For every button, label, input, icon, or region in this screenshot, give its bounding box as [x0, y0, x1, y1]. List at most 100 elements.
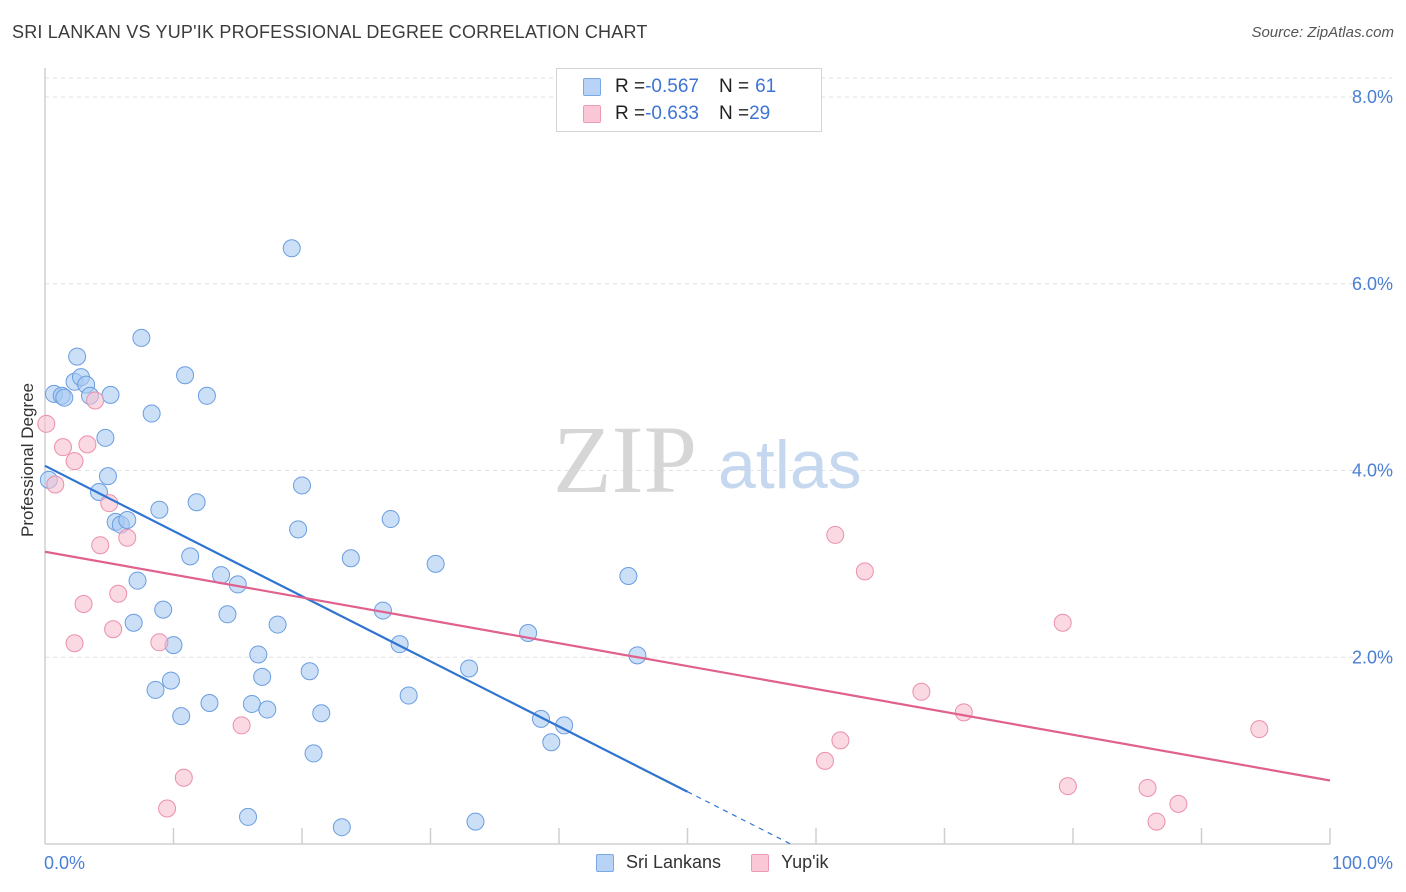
data-point [390, 635, 409, 654]
y-tick-label: 2.0% [1352, 647, 1393, 667]
data-point [101, 385, 120, 404]
trend-lines [44, 464, 1331, 845]
data-point [200, 694, 219, 713]
data-point [78, 435, 97, 454]
data-point [912, 682, 931, 701]
data-point [466, 812, 485, 831]
trend-line [44, 550, 1331, 782]
data-point [300, 662, 319, 681]
data-point [118, 528, 137, 547]
data-point [831, 731, 850, 750]
data-point [161, 671, 180, 690]
data-point [268, 615, 287, 634]
data-point [532, 709, 551, 728]
data-point [104, 620, 123, 639]
data-point [91, 536, 110, 555]
data-point [154, 600, 173, 619]
legend-n-label: N = [718, 103, 750, 124]
legend-n-value: 61 [755, 76, 777, 97]
legend-swatch-yupik [751, 853, 770, 872]
y-tick-label: 4.0% [1352, 461, 1393, 481]
grid-lines [45, 77, 1392, 658]
y-tick-labels: 2.0% 4.0% 6.0% 8.0% [1352, 87, 1393, 667]
data-point [1250, 720, 1269, 739]
data-point [815, 751, 834, 770]
data-point [232, 716, 251, 735]
trend-line-extension [687, 791, 791, 845]
data-point [293, 476, 311, 495]
legend-label-sri-lankans: Sri Lankans [626, 852, 722, 872]
trend-line [44, 464, 688, 793]
data-point [312, 704, 331, 723]
legend-r-value: -0.633 [645, 103, 699, 124]
data-point [65, 452, 84, 471]
data-point [55, 388, 74, 407]
data-point [197, 386, 216, 405]
data-point [1147, 812, 1166, 831]
data-point [146, 680, 165, 699]
data-point [289, 520, 308, 539]
watermark-atlas: atlas [718, 427, 862, 503]
x-tick-label-max: 100.0% [1332, 853, 1393, 873]
legend-item-sri-lankans[interactable]: Sri Lankans [596, 852, 721, 873]
data-point [172, 707, 191, 726]
legend-label-yupik: Yup'ik [781, 852, 829, 872]
y-tick-label: 8.0% [1352, 87, 1393, 107]
data-point [1053, 613, 1072, 632]
data-point [1169, 794, 1188, 813]
data-point [249, 645, 268, 664]
legend-row-yupik: R = -0.633 N = 29 [583, 102, 770, 126]
legend-swatch-sri-lankans [596, 853, 614, 872]
data-point [187, 493, 206, 512]
data-point [150, 633, 169, 652]
legend-n-label: N = [718, 76, 750, 97]
data-point [460, 659, 479, 678]
legend-swatch-sri-lankans [583, 78, 601, 96]
data-point [218, 605, 237, 624]
data-point [242, 694, 261, 713]
data-point [96, 428, 115, 447]
data-point [954, 703, 973, 722]
data-point [855, 562, 874, 581]
legend-item-yupik[interactable]: Yup'ik [751, 852, 829, 873]
data-point [37, 414, 56, 433]
data-point [53, 438, 72, 457]
data-point [304, 744, 323, 763]
data-point [399, 686, 418, 705]
axes [44, 68, 1331, 845]
data-point [109, 584, 128, 603]
series-sri-lankans-points [39, 239, 647, 837]
watermark-zip: ZIP [553, 406, 697, 513]
stats-legend: R = -0.567 N = 61 R = -0.633 N = 29 [556, 68, 822, 132]
legend-r-label: R = [615, 103, 646, 124]
x-tick-labels: 0.0% 100.0% [44, 853, 1393, 873]
data-point [74, 595, 93, 614]
data-point [341, 549, 360, 568]
data-point [68, 347, 87, 366]
series-legend: Sri Lankans Yup'ik [596, 852, 859, 873]
data-point [381, 510, 400, 529]
data-point [1058, 777, 1077, 796]
data-point [124, 613, 143, 632]
series-yupik-points [37, 391, 1269, 831]
data-point [174, 768, 193, 787]
data-point [1138, 778, 1157, 797]
data-point [46, 475, 65, 494]
data-point [619, 567, 638, 586]
source-label: Source: ZipAtlas.com [1251, 24, 1394, 41]
data-point [86, 391, 105, 410]
legend-r-value: -0.567 [645, 76, 699, 97]
legend-r-label: R = [615, 76, 646, 97]
data-point [826, 525, 845, 544]
legend-row-sri-lankans: R = -0.567 N = 61 [583, 75, 776, 99]
data-point [282, 239, 301, 258]
data-point [118, 510, 137, 529]
watermark: ZIP atlas [553, 406, 862, 513]
data-point [253, 667, 272, 686]
chart-title: SRI LANKAN VS YUP'IK PROFESSIONAL DEGREE… [12, 22, 648, 42]
data-point [239, 807, 258, 826]
data-point [65, 634, 84, 653]
data-point [332, 818, 351, 837]
data-point [426, 554, 445, 573]
